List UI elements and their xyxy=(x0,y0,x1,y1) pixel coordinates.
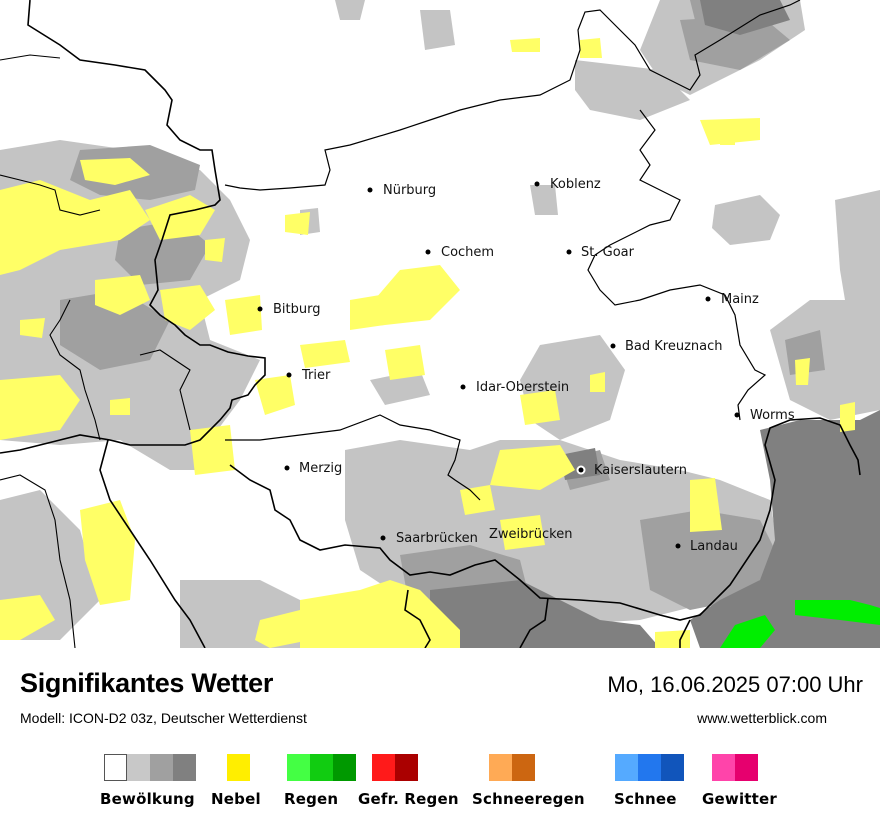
fog-layer xyxy=(0,38,855,648)
legend-swatch xyxy=(104,754,127,781)
footer-panel: Signifikantes Wetter Modell: ICON-D2 03z… xyxy=(0,648,880,830)
city-label: Nürburg xyxy=(383,183,436,198)
legend-swatches xyxy=(489,754,535,781)
legend-swatch xyxy=(287,754,310,781)
legend-swatches xyxy=(227,754,250,781)
border-lines xyxy=(0,0,861,648)
legend-swatch xyxy=(395,754,418,781)
city-markers: Nürburg Koblenz Cochem St. Goar Bitburg … xyxy=(257,177,795,554)
city-label: Koblenz xyxy=(550,177,601,192)
legend-label: Bewölkung xyxy=(100,790,195,808)
city-label: Saarbrücken xyxy=(396,531,478,546)
city-worms: Worms xyxy=(734,408,795,423)
legend-label: Gewitter xyxy=(702,790,777,808)
city-label: Bitburg xyxy=(273,302,321,317)
city-label: Merzig xyxy=(299,461,342,476)
legend-swatch xyxy=(333,754,356,781)
legend-swatch xyxy=(615,754,638,781)
city-label: St. Goar xyxy=(581,245,635,260)
city-bad-kreuznach: Bad Kreuznach xyxy=(610,339,723,354)
city-st-goar: St. Goar xyxy=(566,245,635,260)
city-cochem: Cochem xyxy=(425,245,494,260)
forecast-datetime: Mo, 16.06.2025 07:00 Uhr xyxy=(607,672,863,697)
legend-swatches xyxy=(287,754,356,781)
city-label: Worms xyxy=(750,408,795,423)
city-merzig: Merzig xyxy=(284,461,342,476)
website-url[interactable]: www.wetterblick.com xyxy=(697,710,827,726)
model-info: Modell: ICON-D2 03z, Deutscher Wetterdie… xyxy=(20,710,307,726)
city-idar-oberstein: Idar-Oberstein xyxy=(460,380,569,395)
legend-freezing-rain: Gefr. Regen xyxy=(358,754,459,808)
legend: Bewölkung Nebel Regen Gefr. Regen xyxy=(0,754,880,824)
city-bitburg: Bitburg xyxy=(257,302,321,317)
legend-fog: Nebel xyxy=(211,754,261,808)
city-label: Idar-Oberstein xyxy=(476,380,569,395)
legend-label: Schnee xyxy=(614,790,677,808)
city-label: Kaiserslautern xyxy=(594,463,687,478)
legend-swatches xyxy=(372,754,418,781)
legend-swatch xyxy=(173,754,196,781)
legend-cloud-cover: Bewölkung xyxy=(100,754,196,808)
city-kaiserslautern: Kaiserslautern xyxy=(576,463,687,478)
city-mainz: Mainz xyxy=(705,292,759,307)
city-label: Zweibrücken xyxy=(489,527,572,542)
legend-swatch xyxy=(661,754,684,781)
weather-map: Nürburg Koblenz Cochem St. Goar Bitburg … xyxy=(0,0,880,648)
legend-sleet: Schneeregen xyxy=(472,754,585,808)
city-label: Mainz xyxy=(721,292,759,307)
legend-swatch xyxy=(127,754,150,781)
legend-swatch xyxy=(227,754,250,781)
city-label: Cochem xyxy=(441,245,494,260)
legend-swatch xyxy=(512,754,535,781)
legend-swatch xyxy=(489,754,512,781)
legend-snow: Schnee xyxy=(614,754,684,808)
city-label: Bad Kreuznach xyxy=(625,339,723,354)
legend-swatches xyxy=(712,754,758,781)
legend-label: Regen xyxy=(284,790,339,808)
cloud-layer-dark xyxy=(430,0,880,648)
legend-swatch xyxy=(310,754,333,781)
legend-swatches xyxy=(615,754,684,781)
city-trier: Trier xyxy=(286,368,331,383)
legend-swatch xyxy=(372,754,395,781)
legend-rain: Regen xyxy=(284,754,356,808)
city-zweibrucken: Zweibrücken xyxy=(489,527,572,542)
legend-swatch xyxy=(735,754,758,781)
legend-label: Nebel xyxy=(211,790,261,808)
city-label: Landau xyxy=(690,539,738,554)
city-label: Trier xyxy=(301,368,331,383)
city-saarbrucken: Saarbrücken xyxy=(380,531,478,546)
map-title: Signifikantes Wetter xyxy=(20,668,274,698)
city-koblenz: Koblenz xyxy=(534,177,601,192)
rain-layer xyxy=(720,600,880,648)
legend-thunderstorm: Gewitter xyxy=(702,754,777,808)
legend-swatch xyxy=(638,754,661,781)
legend-label: Schneeregen xyxy=(472,790,585,808)
city-landau: Landau xyxy=(675,539,738,554)
weather-map-canvas: Nürburg Koblenz Cochem St. Goar Bitburg … xyxy=(0,0,880,648)
legend-swatch xyxy=(712,754,735,781)
legend-swatches xyxy=(104,754,196,781)
legend-label: Gefr. Regen xyxy=(358,790,459,808)
city-nurburg: Nürburg xyxy=(367,183,436,198)
legend-swatch xyxy=(150,754,173,781)
